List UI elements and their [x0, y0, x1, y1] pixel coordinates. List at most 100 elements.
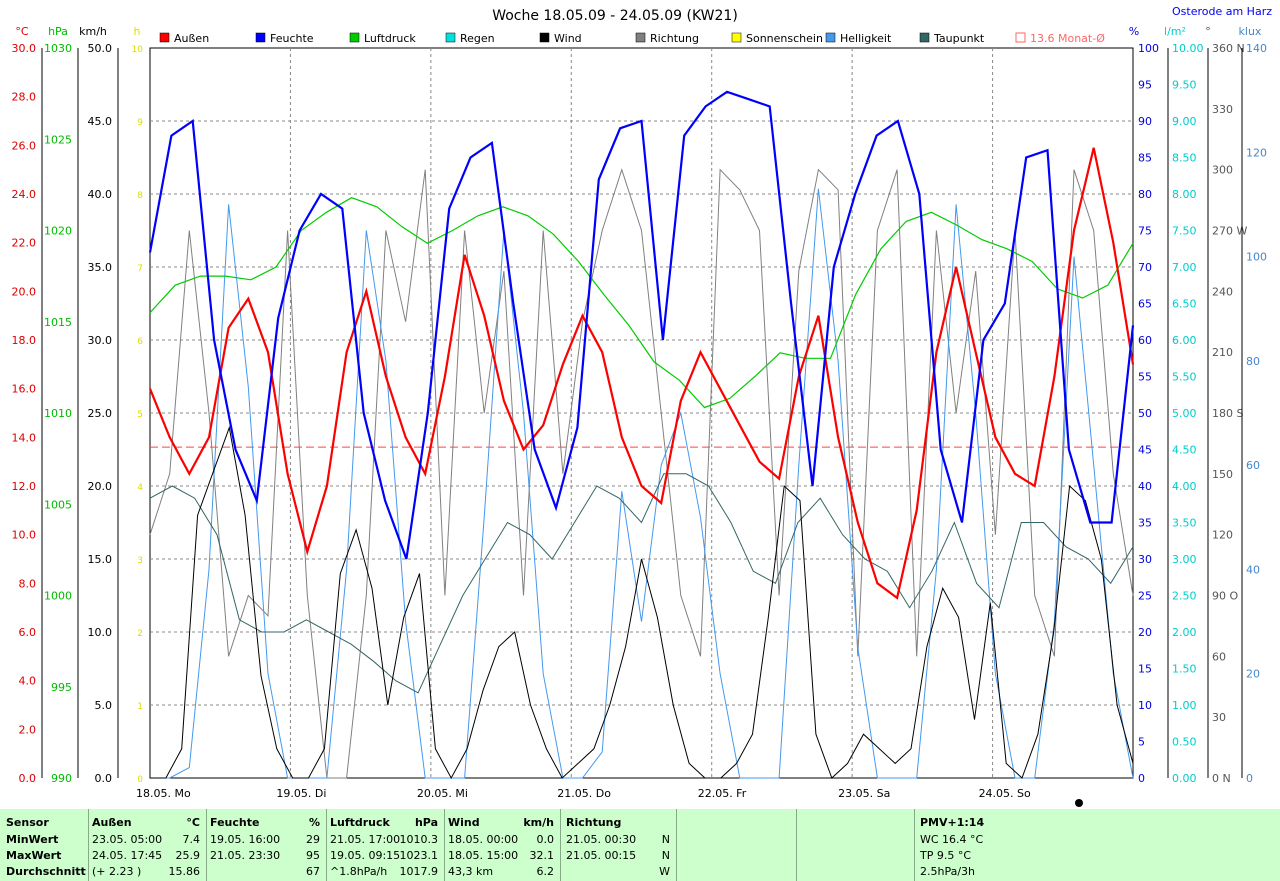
rain-tick-label: 7.50 — [1172, 225, 1197, 238]
pressure-tick-label: 1010 — [44, 407, 72, 420]
location-label: Osterode am Harz — [1172, 5, 1272, 18]
table-cell: MinWert — [6, 833, 59, 846]
direction-tick-label: 210 — [1212, 346, 1233, 359]
table-cell: 18.05. 00:00 — [448, 833, 519, 846]
legend-item: Taupunkt — [919, 32, 985, 45]
table-value: 67 — [306, 865, 320, 878]
rain-unit-label: l/m² — [1164, 25, 1186, 38]
table-separator — [88, 809, 89, 881]
wind-tick-label: 45.0 — [88, 115, 113, 128]
humidity-tick-label: 40 — [1138, 480, 1152, 493]
legend-swatch — [539, 32, 550, 43]
legend-label: Wind — [554, 32, 582, 45]
x-tick-label: 18.05. Mo — [136, 787, 191, 800]
wind-tick-label: 10.0 — [88, 626, 113, 639]
direction-tick-label: 300 — [1212, 164, 1233, 177]
humidity-tick-label: 100 — [1138, 42, 1159, 55]
direction-tick-label: 240 — [1212, 285, 1233, 298]
temp-tick-label: 0.0 — [19, 772, 37, 785]
wind-tick-label: 25.0 — [88, 407, 113, 420]
table-separator — [676, 809, 677, 881]
x-tick-label: 20.05. Mi — [417, 787, 468, 800]
sun-tick-label: 4 — [137, 483, 143, 493]
rain-tick-label: 5.00 — [1172, 407, 1197, 420]
sun-tick-label: 6 — [137, 337, 143, 347]
pressure-tick-label: 1000 — [44, 590, 72, 603]
sun-tick-label: 7 — [137, 264, 143, 274]
temp-tick-label: 26.0 — [12, 139, 37, 152]
legend-item: 13.6 Monat-Ø — [1015, 32, 1105, 45]
summary-table: Sensor MinWert MaxWert Durchschnitt Außen °C 2… — [0, 809, 1280, 881]
rain-tick-label: 10.00 — [1172, 42, 1204, 55]
light-tick-label: 20 — [1246, 668, 1260, 681]
series-taupunkt — [149, 473, 1134, 694]
direction-tick-label: 360 N — [1212, 42, 1245, 55]
table-cell: MaxWert — [6, 849, 62, 862]
table-cell: WC 16.4 °C — [920, 833, 984, 846]
humidity-tick-label: 20 — [1138, 626, 1152, 639]
table-header: Richtung — [566, 816, 622, 829]
rain-tick-label: 4.50 — [1172, 444, 1197, 457]
direction-tick-label: 180 S — [1212, 407, 1243, 420]
rain-tick-label: 1.00 — [1172, 699, 1197, 712]
sun-unit-label: h — [134, 25, 141, 38]
pressure-tick-label: 1005 — [44, 498, 72, 511]
table-unit: °C — [186, 816, 200, 829]
wind-tick-label: 35.0 — [88, 261, 113, 274]
table-value: 15.86 — [168, 865, 201, 878]
table-value: 29 — [306, 833, 320, 846]
table-value: 0.0 — [536, 833, 555, 846]
table-cell: 21.05. 00:30 — [566, 833, 637, 846]
legend-swatch — [445, 32, 456, 43]
light-tick-label: 120 — [1246, 146, 1267, 159]
direction-tick-label: 60 — [1212, 650, 1226, 663]
humidity-tick-label: 95 — [1138, 79, 1152, 92]
table-cell: 43,3 km — [448, 865, 494, 878]
legend-item: Außen — [159, 32, 209, 45]
rain-tick-label: 9.50 — [1172, 79, 1197, 92]
table-value: 1017.9 — [399, 865, 439, 878]
direction-tick-label: 150 — [1212, 468, 1233, 481]
legend-item: Sonnenschein — [731, 32, 823, 45]
humidity-tick-label: 80 — [1138, 188, 1152, 201]
table-value: W — [659, 865, 670, 878]
wind-tick-label: 15.0 — [88, 553, 113, 566]
legend-label: 13.6 Monat-Ø — [1030, 32, 1105, 45]
legend-label: Luftdruck — [364, 32, 416, 45]
table-cell: 18.05. 15:00 — [448, 849, 519, 862]
rain-tick-label: 3.00 — [1172, 553, 1197, 566]
rain-tick-label: 8.50 — [1172, 152, 1197, 165]
series-außen — [148, 147, 1135, 600]
x-tick-label: 22.05. Fr — [698, 787, 747, 800]
table-value: 7.4 — [182, 833, 201, 846]
humidity-tick-label: 0 — [1138, 772, 1145, 785]
pressure-tick-label: 990 — [51, 772, 72, 785]
legend-label: Regen — [460, 32, 495, 45]
pressure-tick-label: 995 — [51, 681, 72, 694]
table-value: 1010.3 — [399, 833, 439, 846]
temp-unit-label: °C — [15, 25, 29, 38]
wind-tick-label: 20.0 — [88, 480, 113, 493]
table-cell: 2.5hPa/3h — [920, 865, 976, 878]
table-unit: km/h — [523, 816, 554, 829]
series-luftdruck — [149, 197, 1134, 409]
series-feuchte — [148, 90, 1135, 560]
table-unit: % — [308, 816, 320, 829]
table-cell: 19.05. 16:00 — [210, 833, 281, 846]
table-value: N — [661, 833, 670, 846]
table-separator — [444, 809, 445, 881]
light-tick-label: 100 — [1246, 251, 1267, 264]
temp-tick-label: 22.0 — [12, 237, 37, 250]
humidity-tick-label: 50 — [1138, 407, 1152, 420]
rain-tick-label: 6.50 — [1172, 298, 1197, 311]
wind-tick-label: 40.0 — [88, 188, 113, 201]
legend-swatch — [255, 32, 266, 43]
wind-tick-label: 30.0 — [88, 334, 113, 347]
legend-label: Taupunkt — [933, 32, 985, 45]
temp-tick-label: 18.0 — [12, 334, 37, 347]
table-cell: ^1.8hPa/h — [330, 865, 388, 878]
direction-tick-label: 270 W — [1212, 225, 1247, 238]
humidity-tick-label: 85 — [1138, 152, 1152, 165]
table-value: 95 — [306, 849, 320, 862]
light-tick-label: 0 — [1246, 772, 1253, 785]
